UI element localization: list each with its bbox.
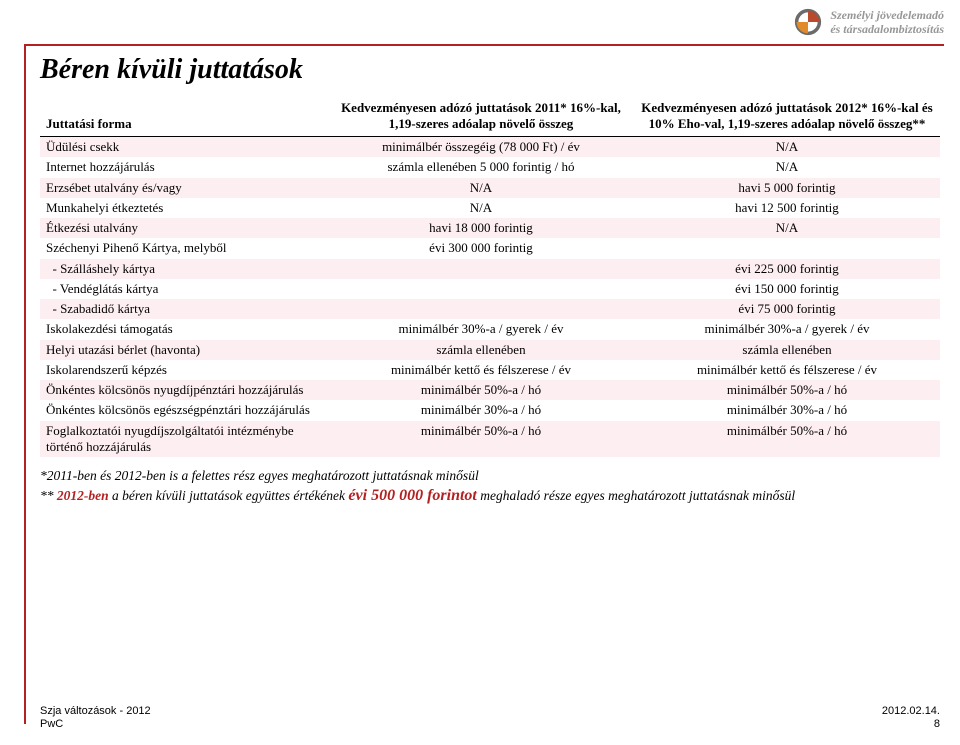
col-header-forma: Juttatási forma [40,96,328,137]
horizontal-rule [24,44,944,46]
cell-forma: Helyi utazási bérlet (havonta) [40,340,328,360]
page-title: Béren kívüli juttatások [40,54,940,86]
content-area: Béren kívüli juttatások Juttatási forma … [40,54,940,507]
cell-2012: minimálbér kettő és félszerese / év [634,360,940,380]
header-line1: Személyi jövedelemadó [830,8,944,22]
footnote-2-mid: a béren kívüli juttatások együttes érték… [109,488,349,503]
cell-2012: N/A [634,218,940,238]
table-row: Iskolakezdési támogatásminimálbér 30%-a … [40,319,940,339]
cell-forma: Munkahelyi étkeztetés [40,198,328,218]
cell-2011 [328,299,634,319]
footer-date: 2012.02.14. [882,705,940,718]
table-row: Helyi utazási bérlet (havonta)számla ell… [40,340,940,360]
cell-2012: minimálbér 30%-a / gyerek / év [634,319,940,339]
cell-forma: Internet hozzájárulás [40,157,328,177]
cell-2011: minimálbér 50%-a / hó [328,380,634,400]
cell-forma: Iskolakezdési támogatás [40,319,328,339]
table-row: Foglalkoztatói nyugdíjszolgáltatói intéz… [40,421,940,458]
cell-2012: N/A [634,137,940,158]
cell-2011: minimálbér 50%-a / hó [328,421,634,458]
footer-left: Szja változások - 2012 PwC [40,705,151,731]
footnote-2-post: meghaladó része egyes meghatározott jutt… [477,488,795,503]
cell-2011: évi 300 000 forintig [328,238,634,258]
col-header-2012: Kedvezményesen adózó juttatások 2012* 16… [634,96,940,137]
cell-forma: Foglalkoztatói nyugdíjszolgáltatói intéz… [40,421,328,458]
cell-2011: minimálbér 30%-a / gyerek / év [328,319,634,339]
cell-2012: havi 5 000 forintig [634,178,940,198]
footnote-2-pre: ** [40,488,57,503]
table-row: Üdülési csekkminimálbér összegéig (78 00… [40,137,940,158]
cell-forma: Önkéntes kölcsönös egészségpénztári hozz… [40,400,328,420]
cell-forma: Önkéntes kölcsönös nyugdíjpénztári hozzá… [40,380,328,400]
cell-2011 [328,259,634,279]
footnote-2: ** 2012-ben a béren kívüli juttatások eg… [40,485,940,507]
cell-2011: havi 18 000 forintig [328,218,634,238]
cell-2011: minimálbér 30%-a / hó [328,400,634,420]
table-row: Étkezési utalványhavi 18 000 forintigN/A [40,218,940,238]
cell-2011: számla ellenében [328,340,634,360]
table-row: Internet hozzájárulásszámla ellenében 5 … [40,157,940,177]
table-row: - Vendéglátás kártya évi 150 000 forintig [40,279,940,299]
footer-page-number: 8 [882,718,940,731]
cell-2011: N/A [328,198,634,218]
cell-2012 [634,238,940,258]
cell-2012: évi 75 000 forintig [634,299,940,319]
cell-2011 [328,279,634,299]
footnote-1: *2011-ben és 2012-ben is a felettes rész… [40,467,940,485]
table-row: Iskolarendszerű képzésminimálbér kettő é… [40,360,940,380]
footer-left-line1: Szja változások - 2012 [40,705,151,718]
cell-2011: N/A [328,178,634,198]
table-body: Üdülési csekkminimálbér összegéig (78 00… [40,137,940,458]
footer-right: 2012.02.14. 8 [882,705,940,731]
col-header-2011: Kedvezményesen adózó juttatások 2011* 16… [328,96,634,137]
cell-2011: minimálbér kettő és félszerese / év [328,360,634,380]
cell-forma: - Vendéglátás kártya [40,279,328,299]
pwc-logo-icon [794,8,822,36]
table-row: Önkéntes kölcsönös egészségpénztári hozz… [40,400,940,420]
cell-2011: számla ellenében 5 000 forintig / hó [328,157,634,177]
vertical-rule [24,44,26,724]
cell-forma: Széchenyi Pihenő Kártya, melyből [40,238,328,258]
cell-forma: Üdülési csekk [40,137,328,158]
footnotes: *2011-ben és 2012-ben is a felettes rész… [40,467,940,507]
table-row: Önkéntes kölcsönös nyugdíjpénztári hozzá… [40,380,940,400]
table-row: Erzsébet utalvány és/vagyN/Ahavi 5 000 f… [40,178,940,198]
cell-2012: minimálbér 50%-a / hó [634,421,940,458]
cell-2012: minimálbér 30%-a / hó [634,400,940,420]
cell-forma: - Szabadidő kártya [40,299,328,319]
cell-2012: évi 150 000 forintig [634,279,940,299]
footer-left-line2: PwC [40,718,151,731]
cell-2012: számla ellenében [634,340,940,360]
cell-2012: havi 12 500 forintig [634,198,940,218]
cell-forma: Erzsébet utalvány és/vagy [40,178,328,198]
table-row: Széchenyi Pihenő Kártya, melybőlévi 300 … [40,238,940,258]
cell-2012: minimálbér 50%-a / hó [634,380,940,400]
benefits-table: Juttatási forma Kedvezményesen adózó jut… [40,96,940,457]
footnote-2-hl1: 2012-ben [57,488,109,503]
header-bar: Személyi jövedelemadó és társadalombizto… [794,8,944,37]
cell-2011: minimálbér összegéig (78 000 Ft) / év [328,137,634,158]
table-header-row: Juttatási forma Kedvezményesen adózó jut… [40,96,940,137]
header-line2: és társadalombiztosítás [830,22,944,36]
cell-2012: N/A [634,157,940,177]
table-row: Munkahelyi étkeztetésN/Ahavi 12 500 fori… [40,198,940,218]
header-text: Személyi jövedelemadó és társadalombizto… [830,8,944,37]
footnote-2-hl2: évi 500 000 forintot [348,487,476,504]
cell-forma: Iskolarendszerű képzés [40,360,328,380]
cell-2012: évi 225 000 forintig [634,259,940,279]
table-row: - Szálláshely kártya évi 225 000 forintig [40,259,940,279]
table-row: - Szabadidő kártya évi 75 000 forintig [40,299,940,319]
cell-forma: Étkezési utalvány [40,218,328,238]
cell-forma: - Szálláshely kártya [40,259,328,279]
